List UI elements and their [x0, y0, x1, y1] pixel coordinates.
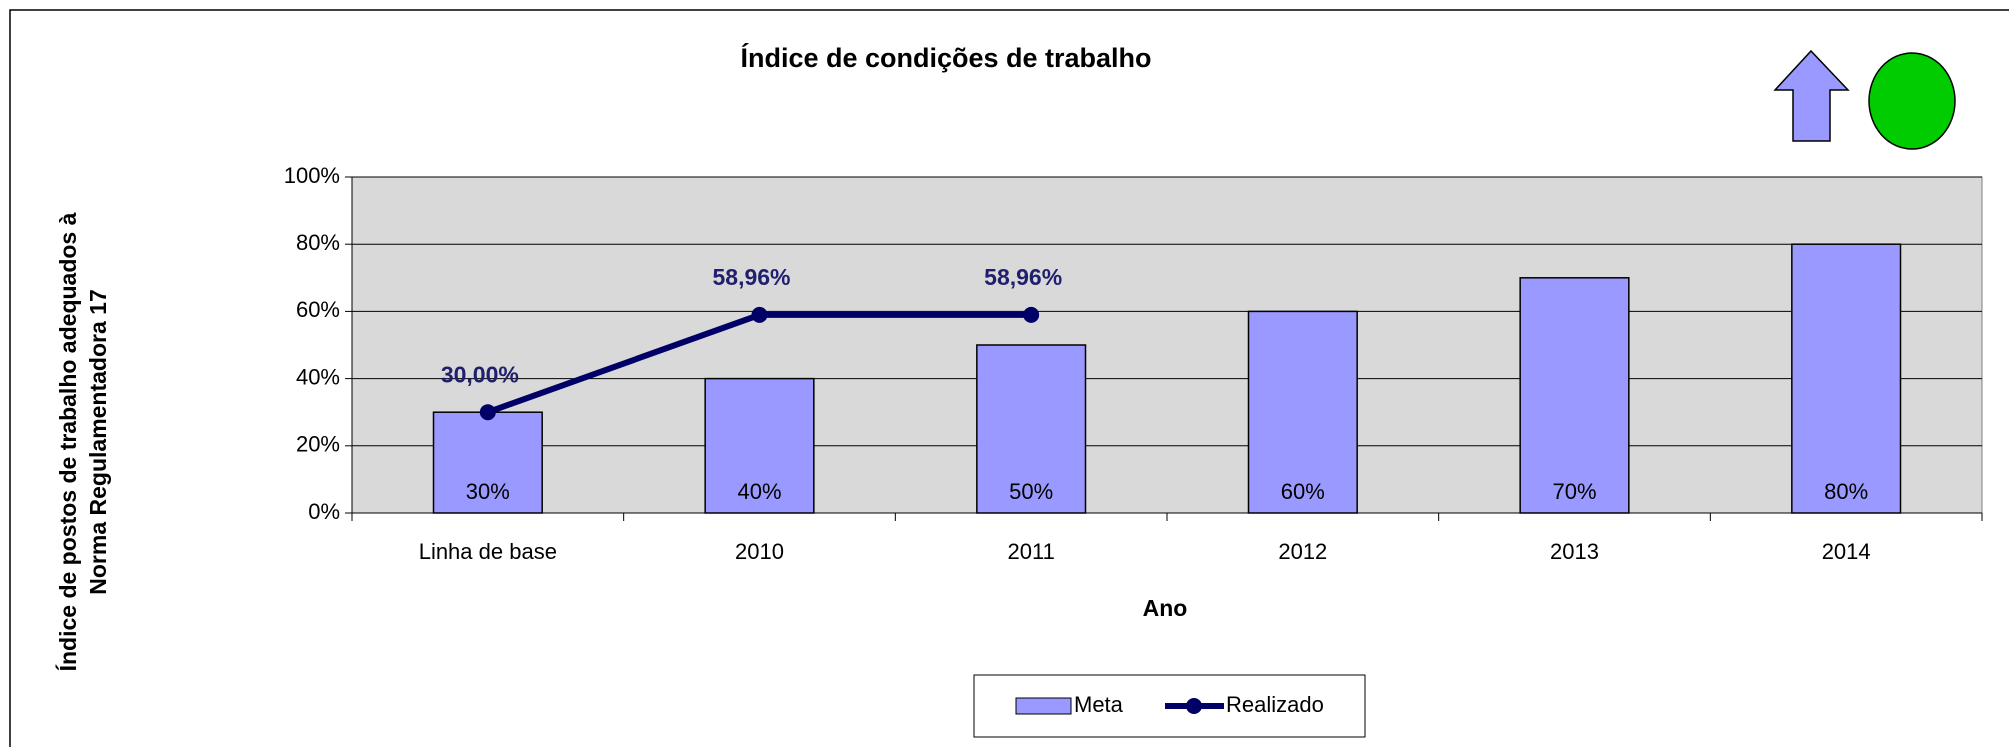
bar-label: 30%	[466, 479, 510, 504]
legend-label: Meta	[1074, 692, 1124, 717]
plot-area	[351, 176, 1983, 514]
x-tick-label: 2014	[1822, 539, 1871, 564]
y-axis-title: Índice de postos de trabalho adequados à…	[54, 212, 111, 671]
y-tick-label: 80%	[296, 230, 340, 255]
line-label: 58,96%	[712, 264, 790, 290]
x-axis-title: Ano	[1143, 595, 1188, 621]
x-tick-label: 2012	[1278, 539, 1327, 564]
bar	[1519, 277, 1630, 514]
bar	[1791, 243, 1902, 514]
y-axis-title-line: Norma Regulamentadora 17	[85, 289, 111, 594]
legend-swatch-marker	[1186, 698, 1202, 714]
x-tick-label: 2013	[1550, 539, 1599, 564]
y-tick-label: 60%	[296, 297, 340, 322]
x-tick-label: 2011	[1008, 539, 1055, 564]
x-tick-label: 2010	[735, 539, 784, 564]
bar	[1247, 310, 1358, 514]
line-point	[479, 404, 496, 421]
line-point	[1023, 306, 1040, 323]
bar-label: 70%	[1552, 479, 1596, 504]
bar-label: 60%	[1281, 479, 1325, 504]
y-tick-label: 0%	[308, 499, 340, 524]
y-tick-label: 100%	[284, 163, 340, 188]
line-label: 58,96%	[984, 264, 1062, 290]
x-tick-label: Linha de base	[419, 539, 557, 564]
bar-label: 50%	[1009, 479, 1053, 504]
bar-label: 40%	[737, 479, 781, 504]
y-tick-label: 40%	[296, 364, 340, 389]
bar-label: 80%	[1824, 479, 1868, 504]
y-tick-label: 20%	[296, 432, 340, 457]
line-label: 30,00%	[441, 361, 519, 387]
bar	[704, 377, 815, 514]
legend-label: Realizado	[1226, 692, 1324, 717]
legend-swatch	[1015, 697, 1072, 715]
line-point	[751, 306, 768, 323]
y-axis-title-line: Índice de postos de trabalho adequados à	[54, 212, 81, 671]
bar	[432, 411, 543, 514]
chart-title: Índice de condições de trabalho	[740, 42, 1151, 73]
bar	[976, 344, 1087, 514]
trend-arrow	[1773, 49, 1850, 142]
status-indicator	[1868, 52, 1956, 150]
